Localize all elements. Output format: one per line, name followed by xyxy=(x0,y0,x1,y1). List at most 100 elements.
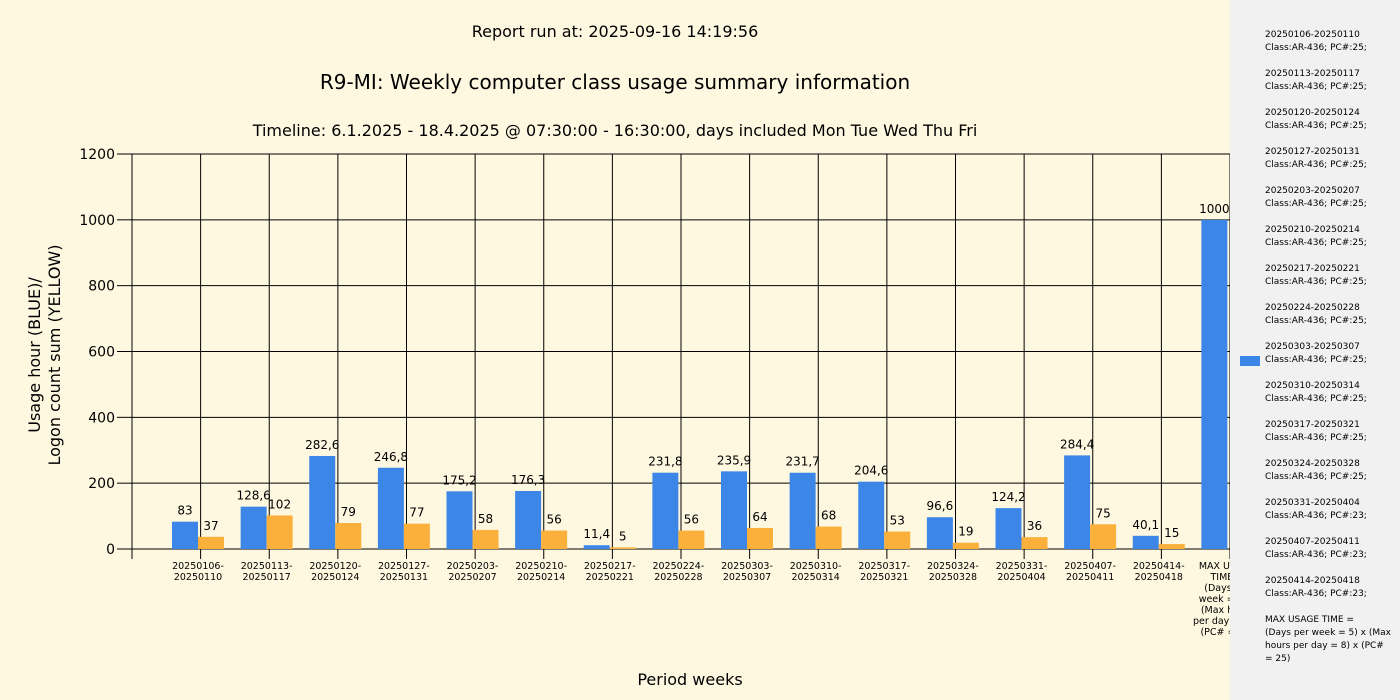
bar-usage-hours xyxy=(1064,455,1091,549)
legend-item-text: 20250203-20250207 xyxy=(1265,186,1360,196)
legend-item-text: 20250331-20250404 xyxy=(1265,498,1360,508)
bar-usage-hours xyxy=(858,481,885,549)
chart-title: R9-MI: Weekly computer class usage summa… xyxy=(319,70,911,94)
bar-logon-count xyxy=(747,527,773,549)
bar-label-logon: 53 xyxy=(890,514,905,528)
report-run-timestamp: Report run at: 2025-09-16 14:19:56 xyxy=(471,22,759,41)
bar-label-usage: 246,8 xyxy=(374,450,408,464)
x-tick-label: 20250303- xyxy=(721,561,773,572)
x-tick-label: (Max hours xyxy=(1201,605,1230,616)
bar-logon-count xyxy=(266,515,293,549)
bar-label-usage: 204,6 xyxy=(854,464,888,478)
legend-item: 20250407-20250411 Class:AR-436; PC#:23; xyxy=(1265,536,1397,562)
legend-item: 20250203-20250207 Class:AR-436; PC#:25; xyxy=(1265,185,1397,211)
bar-usage-hours xyxy=(515,490,542,549)
x-tick-label: 20250207 xyxy=(448,572,496,583)
bar-label-usage: 282,6 xyxy=(305,438,339,452)
bar-usage-hours xyxy=(377,467,404,549)
bar-usage-hours xyxy=(446,491,473,549)
bar-usage-hours xyxy=(172,521,198,549)
bar-usage-hours xyxy=(789,472,816,549)
bar-label-usage: 1000 xyxy=(1199,202,1230,216)
bar-label-usage: 235,9 xyxy=(717,453,751,467)
bar-label-usage: 231,7 xyxy=(785,455,819,469)
x-tick-label: 20250217- xyxy=(584,561,636,572)
x-tick-label: 20250113- xyxy=(241,561,293,572)
legend-item: 20250217-20250221 Class:AR-436; PC#:25; xyxy=(1265,263,1397,289)
bar-usage-hours xyxy=(1132,535,1159,549)
legend-item-text: 20250317-20250321 xyxy=(1265,420,1360,430)
legend-item-text: Class:AR-436; PC#:25; xyxy=(1265,199,1367,209)
x-tick-label: week = 5) x xyxy=(1199,594,1230,605)
bar-usage-hours xyxy=(583,545,610,549)
bar-label-logon: 37 xyxy=(203,519,218,533)
bar-logon-count xyxy=(541,530,568,549)
x-tick-label: TIME = xyxy=(1209,572,1230,583)
legend-item-text: 20250217-20250221 xyxy=(1265,264,1360,274)
legend-item-text: 20250210-20250214 xyxy=(1265,225,1360,235)
legend-item-text: = 25) xyxy=(1265,654,1291,664)
bar-logon-count xyxy=(198,536,224,549)
bar-label-usage: 11,4 xyxy=(583,527,610,541)
legend-item-text: Class:AR-436; PC#:23; xyxy=(1265,589,1367,599)
legend-item: 20250106-20250110 Class:AR-436; PC#:25; xyxy=(1265,29,1397,55)
bar-label-usage: 83 xyxy=(177,504,192,518)
x-tick-label: 20250411 xyxy=(1066,572,1114,583)
bar-label-usage: 284,4 xyxy=(1060,437,1094,451)
legend-item-text: 20250113-20250117 xyxy=(1265,69,1360,79)
bar-label-usage: 128,6 xyxy=(236,489,270,503)
bar-label-logon: 58 xyxy=(478,512,493,526)
bar-label-logon: 56 xyxy=(546,513,561,527)
bar-label-logon: 56 xyxy=(684,513,699,527)
bar-logon-count xyxy=(815,526,842,549)
legend-item-text: (Days per week = 5) x (Max xyxy=(1265,628,1391,638)
bar-logon-count xyxy=(678,530,705,549)
legend-item-text: Class:AR-436; PC#:25; xyxy=(1265,43,1367,53)
legend-item: 20250224-20250228 Class:AR-436; PC#:25; xyxy=(1265,302,1397,328)
bar-label-usage: 124,2 xyxy=(991,490,1025,504)
legend-item: 20250331-20250404 Class:AR-436; PC#:23; xyxy=(1265,497,1397,523)
legend-item: 20250414-20250418 Class:AR-436; PC#:23; xyxy=(1265,575,1397,601)
legend-item-text: 20250303-20250307 xyxy=(1265,342,1360,352)
bar-label-logon: 79 xyxy=(341,505,356,519)
bar-usage-hours xyxy=(721,471,747,549)
x-tick-label: 20250214 xyxy=(517,572,565,583)
legend-item-text: 20250414-20250418 xyxy=(1265,576,1360,586)
x-tick-label: 20250120- xyxy=(309,561,361,572)
x-tick-label: 20250117 xyxy=(242,572,290,583)
chart-area xyxy=(0,0,1230,700)
x-tick-label: 20250328 xyxy=(929,572,977,583)
legend-item: 20250120-20250124 Class:AR-436; PC#:25; xyxy=(1265,107,1397,133)
x-tick-label: 20250224- xyxy=(652,561,704,572)
x-tick-label: 20250317- xyxy=(858,561,910,572)
legend-item-text: Class:AR-436; PC#:25; xyxy=(1265,238,1367,248)
legend-item-text: 20250224-20250228 xyxy=(1265,303,1360,313)
x-tick-label: 20250124 xyxy=(311,572,359,583)
legend-panel xyxy=(1230,0,1400,700)
legend-item-text: 20250310-20250314 xyxy=(1265,381,1360,391)
legend-item-text: Class:AR-436; PC#:25; xyxy=(1265,316,1367,326)
bar-label-logon: 36 xyxy=(1027,519,1042,533)
bar-usage-hours xyxy=(995,508,1022,549)
y-tick-label: 1200 xyxy=(79,147,115,163)
legend-item-text: Class:AR-436; PC#:25; xyxy=(1265,277,1367,287)
legend-item-text: Class:AR-436; PC#:25; xyxy=(1265,82,1367,92)
bar-label-usage: 175,2 xyxy=(442,473,476,487)
legend-item-text: 20250407-20250411 xyxy=(1265,537,1360,547)
bar-logon-count xyxy=(1021,537,1048,549)
legend-item: MAX USAGE TIME = (Days per week = 5) x (… xyxy=(1265,614,1397,666)
legend-item-text: Class:AR-436; PC#:23; xyxy=(1265,511,1367,521)
legend-item: 20250210-20250214 Class:AR-436; PC#:25; xyxy=(1265,224,1397,250)
x-tick-label: 20250228 xyxy=(654,572,702,583)
legend-item-text: Class:AR-436; PC#:25; xyxy=(1265,394,1367,404)
legend-item-text: Class:AR-436; PC#:25; xyxy=(1265,472,1367,482)
bar-label-logon: 5 xyxy=(619,529,627,543)
bar-logon-count xyxy=(335,522,362,549)
x-tick-label: 20250414- xyxy=(1133,561,1185,572)
bar-usage-hours xyxy=(309,455,336,549)
bar-label-logon: 64 xyxy=(752,510,767,524)
y-tick-label: 600 xyxy=(88,345,115,361)
legend-item: 20250127-20250131 Class:AR-436; PC#:25; xyxy=(1265,146,1397,172)
x-tick-label: 20250127- xyxy=(378,561,430,572)
bar-usage-hours xyxy=(1201,219,1228,550)
